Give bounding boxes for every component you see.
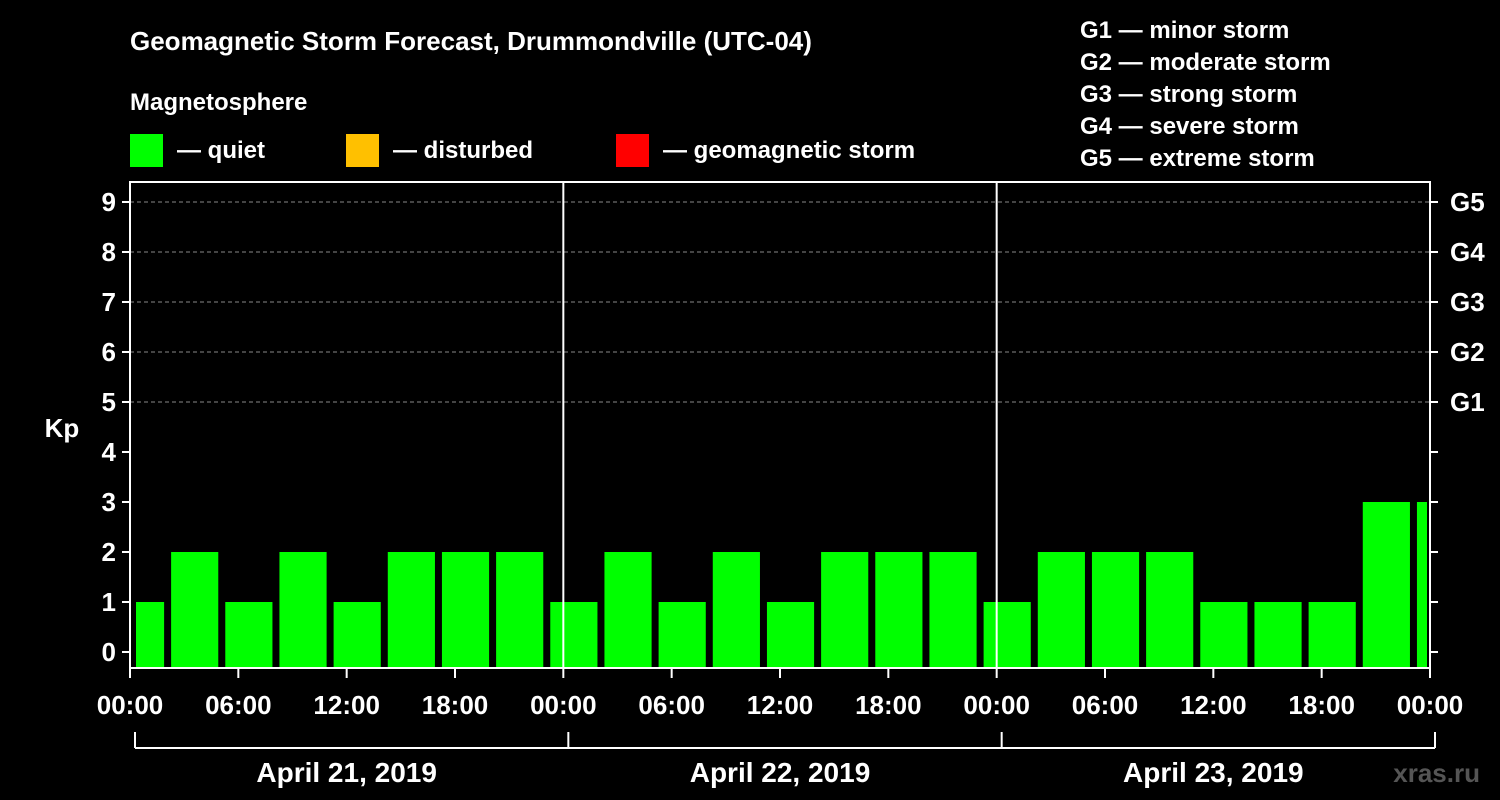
y-tick-label: 3: [102, 487, 116, 517]
y-tick-label: 2: [102, 537, 116, 567]
storm-scale-g5: G5 — extreme storm: [1080, 145, 1315, 172]
kp-bar: [550, 602, 598, 668]
y-tick-label: 1: [102, 587, 116, 617]
kp-bar: [1362, 502, 1410, 668]
kp-bar: [1037, 552, 1085, 668]
kp-bar: [387, 552, 435, 668]
x-tick-label: 12:00: [747, 690, 814, 720]
x-tick-label: 06:00: [1072, 690, 1139, 720]
chart-title: Geomagnetic Storm Forecast, Drummondvill…: [130, 26, 812, 56]
kp-bar: [333, 602, 381, 668]
x-tick-label: 00:00: [97, 690, 164, 720]
y-axis-label: Kp: [45, 413, 80, 443]
y-tick-label: 4: [102, 437, 117, 467]
x-tick-label: 06:00: [638, 690, 705, 720]
kp-bar: [604, 552, 652, 668]
kp-bar: [1254, 602, 1302, 668]
x-tick-label: 12:00: [313, 690, 380, 720]
day-label: April 23, 2019: [1123, 757, 1304, 788]
y-tick-label: 0: [102, 637, 116, 667]
storm-scale-g4: G4 — severe storm: [1080, 113, 1299, 140]
legend-swatch-disturbed: [346, 134, 379, 167]
kp-bar: [136, 602, 165, 668]
chart-header: Geomagnetic Storm Forecast, Drummondvill…: [130, 17, 1331, 172]
kp-bar: [225, 602, 273, 668]
kp-bar: [1308, 602, 1356, 668]
kp-bar: [1146, 552, 1194, 668]
x-tick-label: 18:00: [855, 690, 922, 720]
storm-level-label: G4: [1450, 237, 1485, 267]
kp-bar: [279, 552, 327, 668]
plot-area: 0 1 2 3 4 5 6 7 8 9 G1 G2 G3 G4 G5 00:00 06:00 12:00 18:00…: [97, 181, 1485, 788]
kp-bar: [658, 602, 706, 668]
y-tick-label: 5: [102, 387, 116, 417]
x-tick-label: 00:00: [1397, 690, 1464, 720]
kp-bar: [1416, 502, 1427, 668]
x-tick-label: 12:00: [1180, 690, 1247, 720]
x-tick-label: 18:00: [422, 690, 489, 720]
y-tick-label: 8: [102, 237, 116, 267]
legend-swatch-quiet: [130, 134, 163, 167]
y-tick-label: 9: [102, 187, 116, 217]
kp-bar: [496, 552, 544, 668]
watermark: xras.ru: [1393, 758, 1480, 788]
y-tick-label: 7: [102, 287, 116, 317]
kp-bar: [171, 552, 219, 668]
x-tick-label: 18:00: [1288, 690, 1355, 720]
y-tick-label: 6: [102, 337, 116, 367]
kp-bar: [712, 552, 760, 668]
x-tick-label: 06:00: [205, 690, 272, 720]
kp-bar: [875, 552, 923, 668]
legend-heading: Magnetosphere: [130, 89, 307, 116]
legend-swatch-storm: [616, 134, 649, 167]
legend-label-quiet: — quiet: [177, 137, 265, 164]
kp-bar: [441, 552, 490, 668]
kp-bar: [929, 552, 977, 668]
kp-bar: [821, 552, 869, 668]
legend-label-disturbed: — disturbed: [393, 137, 533, 164]
kp-bar: [1091, 552, 1140, 668]
storm-level-label: G1: [1450, 387, 1485, 417]
storm-level-label: G2: [1450, 337, 1485, 367]
kp-bar: [766, 602, 815, 668]
x-tick-label: 00:00: [530, 690, 597, 720]
day-label: April 21, 2019: [256, 757, 437, 788]
storm-level-label: G3: [1450, 287, 1485, 317]
legend-label-storm: — geomagnetic storm: [663, 137, 915, 164]
storm-scale-g2: G2 — moderate storm: [1080, 49, 1331, 76]
kp-bar: [1200, 602, 1248, 668]
x-tick-label: 00:00: [963, 690, 1030, 720]
storm-level-label: G5: [1450, 187, 1485, 217]
storm-scale-g1: G1 — minor storm: [1080, 17, 1289, 44]
kp-bar: [983, 602, 1031, 668]
day-label: April 22, 2019: [690, 757, 871, 788]
storm-scale-g3: G3 — strong storm: [1080, 81, 1297, 108]
